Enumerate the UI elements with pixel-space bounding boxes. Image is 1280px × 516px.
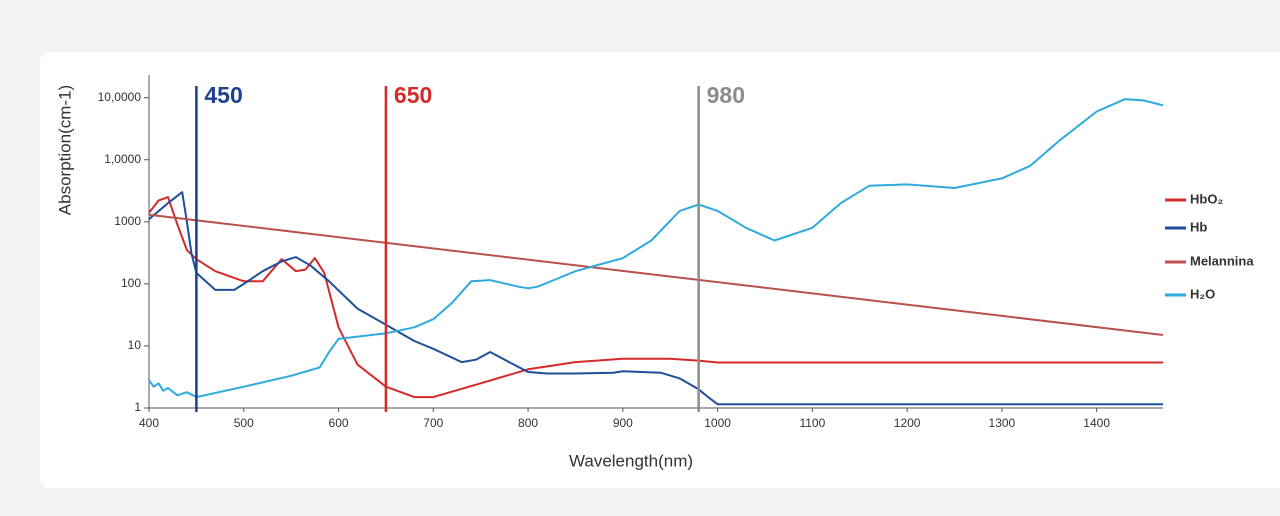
x-tick-label: 500 [234,416,254,430]
x-tick-label: 600 [329,416,349,430]
series-line [148,196,1163,399]
x-tick-label: 1400 [1083,416,1110,430]
series-line [148,213,1164,336]
x-tick-label: 1000 [704,416,731,430]
y-tick-label: 100 [121,276,141,290]
y-axis-title: Absorption(cm-1) [55,85,74,215]
x-tick-label: 1200 [894,416,921,430]
marker-label: 650 [394,82,432,108]
series-line [148,98,1164,399]
x-axis-title: Wavelength(nm) [569,451,693,470]
legend-label: H₂O [1190,286,1215,301]
legend-label: Melannina [1190,253,1254,268]
y-tick-label: 10,0000 [98,90,142,104]
y-tick-label: 1,0000 [104,152,141,166]
y-tick-label: 10 [128,338,142,352]
legend-label: HbO₂ [1190,191,1223,206]
marker-label: 450 [204,82,242,108]
y-tick-label: 1 [134,400,141,414]
marker-label: 980 [707,82,745,108]
card [40,52,1280,488]
x-tick-label: 700 [423,416,443,430]
series-line [148,191,1163,406]
legend-label: Hb [1190,219,1207,234]
x-tick-label: 800 [518,416,538,430]
x-tick-label: 1300 [989,416,1016,430]
x-tick-label: 400 [139,416,159,430]
x-tick-label: 1100 [799,416,825,430]
x-tick-label: 900 [613,416,633,430]
y-tick-label: 1000 [114,214,141,228]
